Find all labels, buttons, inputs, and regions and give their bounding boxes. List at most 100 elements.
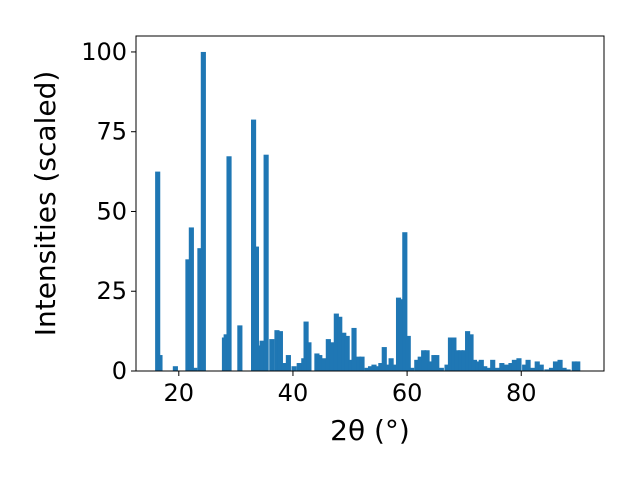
y-axis-ticks: 0 25 50 75 100 xyxy=(81,38,136,385)
bar-63 xyxy=(447,337,454,371)
bar-56 xyxy=(421,350,427,371)
bar-61 xyxy=(438,367,444,371)
bar-12 xyxy=(251,119,257,371)
bar-65 xyxy=(454,350,460,371)
bar-67 xyxy=(461,350,467,371)
y-tick-label: 25 xyxy=(96,277,127,305)
x-tick-label: 80 xyxy=(506,379,537,407)
bar-4 xyxy=(188,227,194,371)
bar-6 xyxy=(197,248,203,371)
bar-90 xyxy=(557,359,563,371)
bar-75 xyxy=(490,359,496,371)
bar-29 xyxy=(321,358,327,371)
bar-30 xyxy=(325,339,331,371)
bar-7 xyxy=(200,51,206,371)
bar-13 xyxy=(253,246,259,371)
bar-5 xyxy=(192,367,198,371)
bar-46 xyxy=(385,364,391,371)
bar-55 xyxy=(417,356,423,371)
bar-34 xyxy=(341,332,347,371)
bar-94 xyxy=(575,361,581,371)
bar-84 xyxy=(530,367,536,371)
bar-76 xyxy=(494,367,500,371)
bar-35 xyxy=(344,335,350,371)
y-tick-label: 100 xyxy=(81,38,127,66)
bar-68 xyxy=(465,331,471,371)
bar-57 xyxy=(424,350,430,371)
bar-62 xyxy=(444,364,450,371)
bar-23 xyxy=(296,363,302,371)
bar-73 xyxy=(482,366,488,371)
bar-58 xyxy=(427,361,434,371)
x-tick-label: 40 xyxy=(278,379,309,407)
bar-45 xyxy=(381,347,387,371)
y-tick-label: 75 xyxy=(96,118,127,146)
bar-3 xyxy=(185,259,191,371)
bar-1 xyxy=(157,355,163,371)
y-axis-label: Intensities (scaled) xyxy=(29,71,62,337)
bar-48 xyxy=(392,364,398,371)
x-axis-label: 2θ (°) xyxy=(330,414,410,447)
bar-83 xyxy=(525,359,531,371)
bar-26 xyxy=(306,342,312,371)
bar-38 xyxy=(356,356,362,371)
bar-66 xyxy=(458,350,464,371)
bar-44 xyxy=(378,363,384,371)
bar-79 xyxy=(508,363,514,371)
bar-64 xyxy=(451,337,457,371)
bar-91 xyxy=(561,367,567,371)
bar-42 xyxy=(371,364,377,371)
bar-36 xyxy=(348,359,354,371)
bar-21 xyxy=(285,355,291,371)
bar-60 xyxy=(434,355,440,371)
bar-31 xyxy=(329,342,335,371)
bar-28 xyxy=(317,355,323,371)
bar-47 xyxy=(388,358,394,371)
bar-32 xyxy=(333,313,339,371)
bar-85 xyxy=(534,361,540,371)
bar-69 xyxy=(468,334,474,371)
bar-22 xyxy=(291,366,297,371)
bar-2 xyxy=(172,366,178,371)
bar-86 xyxy=(538,364,544,371)
bar-51 xyxy=(402,232,408,371)
bar-82 xyxy=(522,364,528,371)
plot-frame xyxy=(135,35,605,372)
bar-20 xyxy=(281,363,287,371)
bar-33 xyxy=(337,316,343,371)
bar-50 xyxy=(398,299,404,371)
bar-88 xyxy=(548,367,555,371)
bar-19 xyxy=(277,331,283,371)
bar-78 xyxy=(503,364,509,371)
bar-89 xyxy=(552,361,559,371)
y-tick-label: 0 xyxy=(112,357,127,385)
bar-93 xyxy=(571,361,577,371)
x-tick-label: 20 xyxy=(164,379,195,407)
bar-39 xyxy=(359,356,365,371)
bar-37 xyxy=(351,327,357,371)
bar-52 xyxy=(405,335,411,371)
bar-70 xyxy=(471,359,478,371)
bar-40 xyxy=(364,367,370,371)
bar-27 xyxy=(314,353,320,371)
bar-92 xyxy=(565,369,571,371)
x-tick-label: 60 xyxy=(392,379,423,407)
bar-77 xyxy=(499,363,505,371)
bar-87 xyxy=(544,369,550,371)
bar-25 xyxy=(303,321,309,371)
bar-15 xyxy=(259,340,265,371)
bar-18 xyxy=(274,330,280,371)
bar-17 xyxy=(269,339,275,371)
bar-series xyxy=(155,51,581,371)
x-axis-ticks: 20 40 60 80 xyxy=(164,371,537,407)
bar-80 xyxy=(511,359,517,371)
bar-72 xyxy=(478,359,484,371)
bar-41 xyxy=(368,366,374,371)
bar-0 xyxy=(155,171,161,371)
bar-53 xyxy=(409,367,415,371)
bar-14 xyxy=(256,345,262,371)
bar-59 xyxy=(431,355,437,371)
bar-9 xyxy=(223,334,229,371)
